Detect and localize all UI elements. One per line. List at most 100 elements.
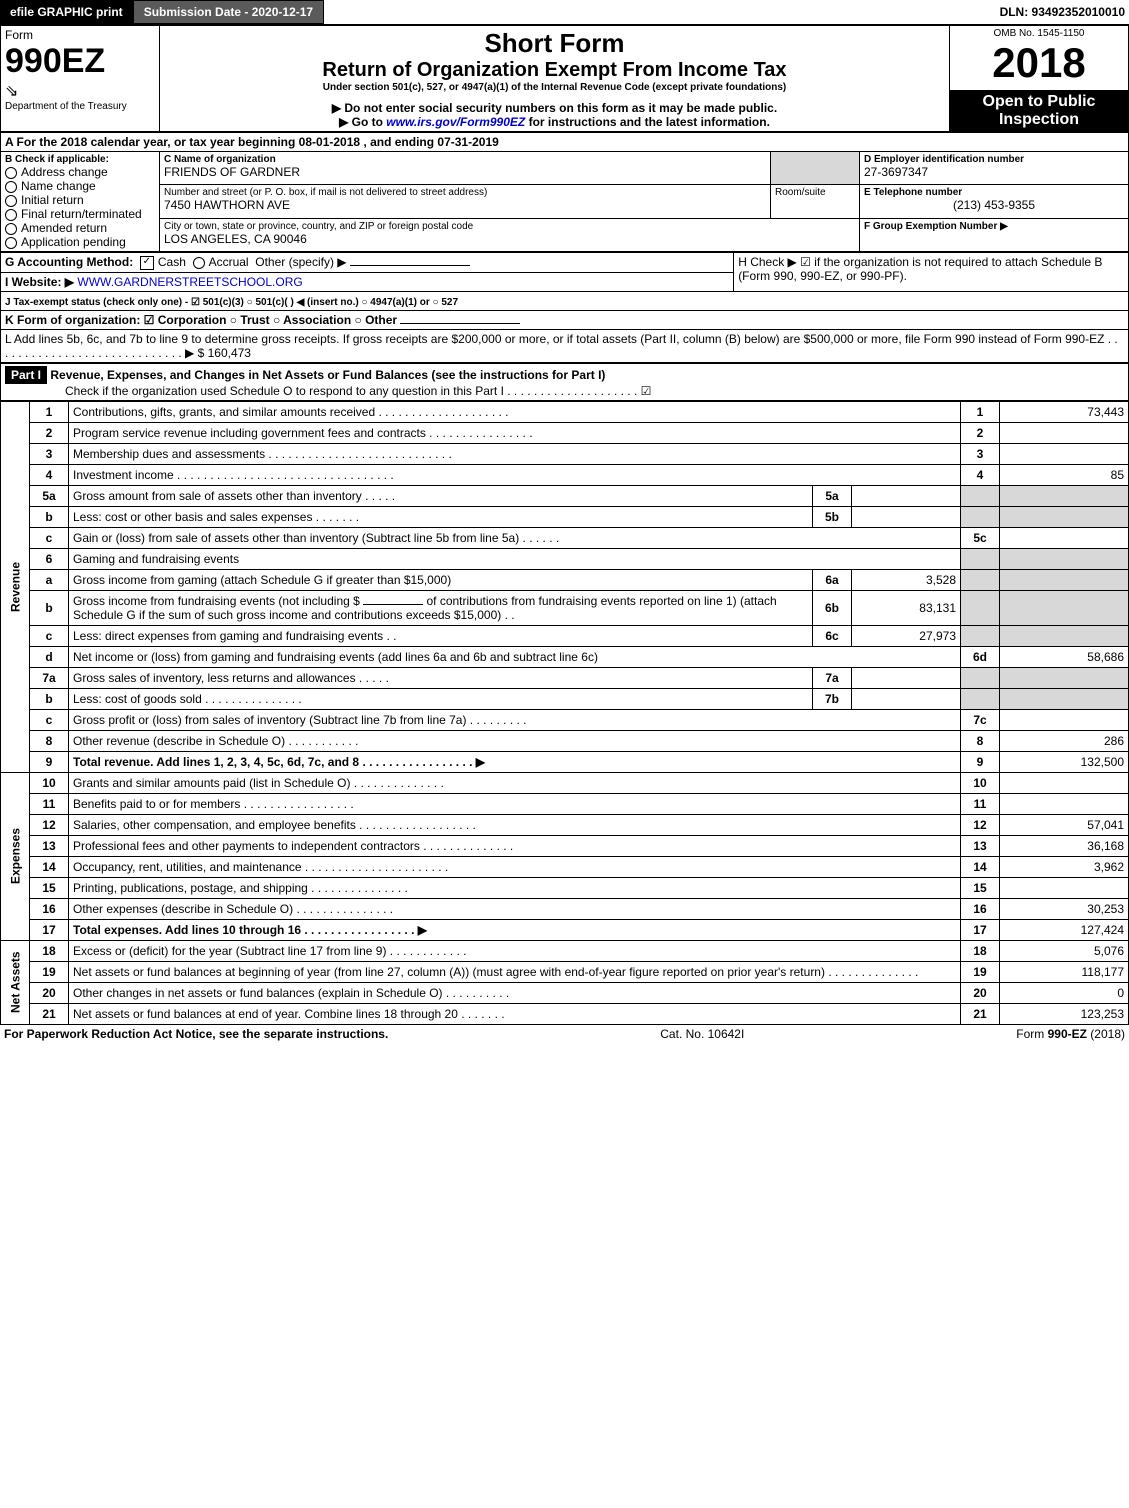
l7a-gray bbox=[961, 667, 1000, 688]
address-change-radio[interactable] bbox=[5, 167, 17, 179]
ein-value: 27-3697347 bbox=[864, 165, 1124, 179]
final-return-radio[interactable] bbox=[5, 209, 17, 221]
l16-rnum: 16 bbox=[961, 898, 1000, 919]
j-label: J Tax-exempt status (check only one) - ☑… bbox=[5, 297, 458, 308]
e-label: E Telephone number bbox=[864, 187, 1124, 198]
l7c-amt bbox=[1000, 709, 1129, 730]
part1-header: Part I Revenue, Expenses, and Changes in… bbox=[1, 363, 1129, 400]
app-pending-radio[interactable] bbox=[5, 237, 17, 249]
l12-rnum: 12 bbox=[961, 814, 1000, 835]
accrual-radio[interactable] bbox=[193, 257, 205, 269]
l3-amt bbox=[1000, 443, 1129, 464]
l12-amt: 57,041 bbox=[1000, 814, 1129, 835]
no-ssn-notice: ▶ Do not enter social security numbers o… bbox=[164, 101, 945, 115]
l13-rnum: 13 bbox=[961, 835, 1000, 856]
l5a-num: 5a bbox=[30, 485, 69, 506]
irs-link[interactable]: www.irs.gov/Form990EZ bbox=[386, 115, 525, 129]
l5a-sa bbox=[852, 485, 961, 506]
l6b-t1: Gross income from fundraising events (no… bbox=[73, 594, 363, 608]
phone-value: (213) 453-9355 bbox=[864, 198, 1124, 212]
l16-num: 16 bbox=[30, 898, 69, 919]
l21-amt: 123,253 bbox=[1000, 1003, 1129, 1024]
l13-num: 13 bbox=[30, 835, 69, 856]
l3-rnum: 3 bbox=[961, 443, 1000, 464]
l6c-sn: 6c bbox=[813, 625, 852, 646]
l7b-num: b bbox=[30, 688, 69, 709]
l6c-text: Less: direct expenses from gaming and fu… bbox=[69, 625, 813, 646]
open-public-badge: Open to Public Inspection bbox=[950, 90, 1129, 131]
initial-return-radio[interactable] bbox=[5, 195, 17, 207]
street-label: Number and street (or P. O. box, if mail… bbox=[164, 187, 766, 198]
amended-return-radio[interactable] bbox=[5, 223, 17, 235]
l2-amt bbox=[1000, 422, 1129, 443]
part1-check: Check if the organization used Schedule … bbox=[5, 384, 651, 398]
l13-amt: 36,168 bbox=[1000, 835, 1129, 856]
expenses-side-label: Expenses bbox=[1, 772, 30, 940]
l15-text: Printing, publications, postage, and shi… bbox=[69, 877, 961, 898]
dln: DLN: 93492352010010 bbox=[1000, 5, 1129, 19]
l14-rnum: 14 bbox=[961, 856, 1000, 877]
l6a-num: a bbox=[30, 569, 69, 590]
other-specify-input[interactable] bbox=[350, 265, 470, 266]
i-label: I Website: ▶ bbox=[5, 275, 74, 289]
l15-num: 15 bbox=[30, 877, 69, 898]
l17-amt: 127,424 bbox=[1000, 919, 1129, 940]
l10-amt bbox=[1000, 772, 1129, 793]
l2-text: Program service revenue including govern… bbox=[69, 422, 961, 443]
footer-mid: Cat. No. 10642I bbox=[660, 1027, 744, 1041]
l6c-gray bbox=[961, 625, 1000, 646]
l6b-gray2 bbox=[1000, 590, 1129, 625]
website-link[interactable]: WWW.GARDNERSTREETSCHOOL.ORG bbox=[77, 275, 302, 289]
goto-link[interactable]: ▶ Go to www.irs.gov/Form990EZ for instru… bbox=[164, 115, 945, 129]
section-c-name: C Name of organization FRIENDS OF GARDNE… bbox=[160, 152, 771, 185]
section-k: K Form of organization: ☑ Corporation ○ … bbox=[1, 310, 1129, 329]
l7a-num: 7a bbox=[30, 667, 69, 688]
l7a-sa bbox=[852, 667, 961, 688]
l15-amt bbox=[1000, 877, 1129, 898]
l10-rnum: 10 bbox=[961, 772, 1000, 793]
l1-num: 1 bbox=[30, 401, 69, 422]
k-other-input[interactable] bbox=[400, 323, 520, 324]
l5b-gray2 bbox=[1000, 506, 1129, 527]
l6c-gray2 bbox=[1000, 625, 1129, 646]
efile-button[interactable]: efile GRAPHIC print bbox=[0, 0, 133, 24]
l18-rnum: 18 bbox=[961, 940, 1000, 961]
l6a-text: Gross income from gaming (attach Schedul… bbox=[69, 569, 813, 590]
l5a-sn: 5a bbox=[813, 485, 852, 506]
section-c-city: City or town, state or province, country… bbox=[160, 218, 860, 251]
l8-amt: 286 bbox=[1000, 730, 1129, 751]
dept-treasury: Department of the Treasury bbox=[5, 101, 155, 112]
l21-rnum: 21 bbox=[961, 1003, 1000, 1024]
name-change-radio[interactable] bbox=[5, 181, 17, 193]
l3-num: 3 bbox=[30, 443, 69, 464]
l6-gray bbox=[961, 548, 1000, 569]
section-g: G Accounting Method: Cash Accrual Other … bbox=[1, 253, 734, 273]
l14-amt: 3,962 bbox=[1000, 856, 1129, 877]
org-name: FRIENDS OF GARDNER bbox=[164, 165, 766, 179]
l21-text: Net assets or fund balances at end of ye… bbox=[69, 1003, 961, 1024]
tax-year: 2018 bbox=[954, 39, 1124, 87]
l15-rnum: 15 bbox=[961, 877, 1000, 898]
l5a-gray2 bbox=[1000, 485, 1129, 506]
l19-amt: 118,177 bbox=[1000, 961, 1129, 982]
omb-number: OMB No. 1545-1150 bbox=[954, 28, 1124, 39]
l13-text: Professional fees and other payments to … bbox=[69, 835, 961, 856]
l6d-amt: 58,686 bbox=[1000, 646, 1129, 667]
l16-amt: 30,253 bbox=[1000, 898, 1129, 919]
l7b-sa bbox=[852, 688, 961, 709]
l6b-blank[interactable] bbox=[363, 604, 423, 605]
page-footer: For Paperwork Reduction Act Notice, see … bbox=[0, 1025, 1129, 1043]
c-name-label: C Name of organization bbox=[164, 154, 766, 165]
opt-amended: Amended return bbox=[21, 221, 107, 235]
h-text: H Check ▶ ☑ if the organization is not r… bbox=[738, 255, 1102, 283]
l1-rnum: 1 bbox=[961, 401, 1000, 422]
l7c-text: Gross profit or (loss) from sales of inv… bbox=[69, 709, 961, 730]
part1-label: Part I bbox=[5, 366, 47, 384]
opt-name-change: Name change bbox=[21, 179, 96, 193]
l20-rnum: 20 bbox=[961, 982, 1000, 1003]
city-label: City or town, state or province, country… bbox=[164, 221, 855, 232]
tax-year-begin: 08-01-2018 bbox=[299, 135, 360, 149]
l5c-rnum: 5c bbox=[961, 527, 1000, 548]
cash-checkbox[interactable] bbox=[140, 256, 154, 270]
short-form-title: Short Form bbox=[164, 28, 945, 59]
